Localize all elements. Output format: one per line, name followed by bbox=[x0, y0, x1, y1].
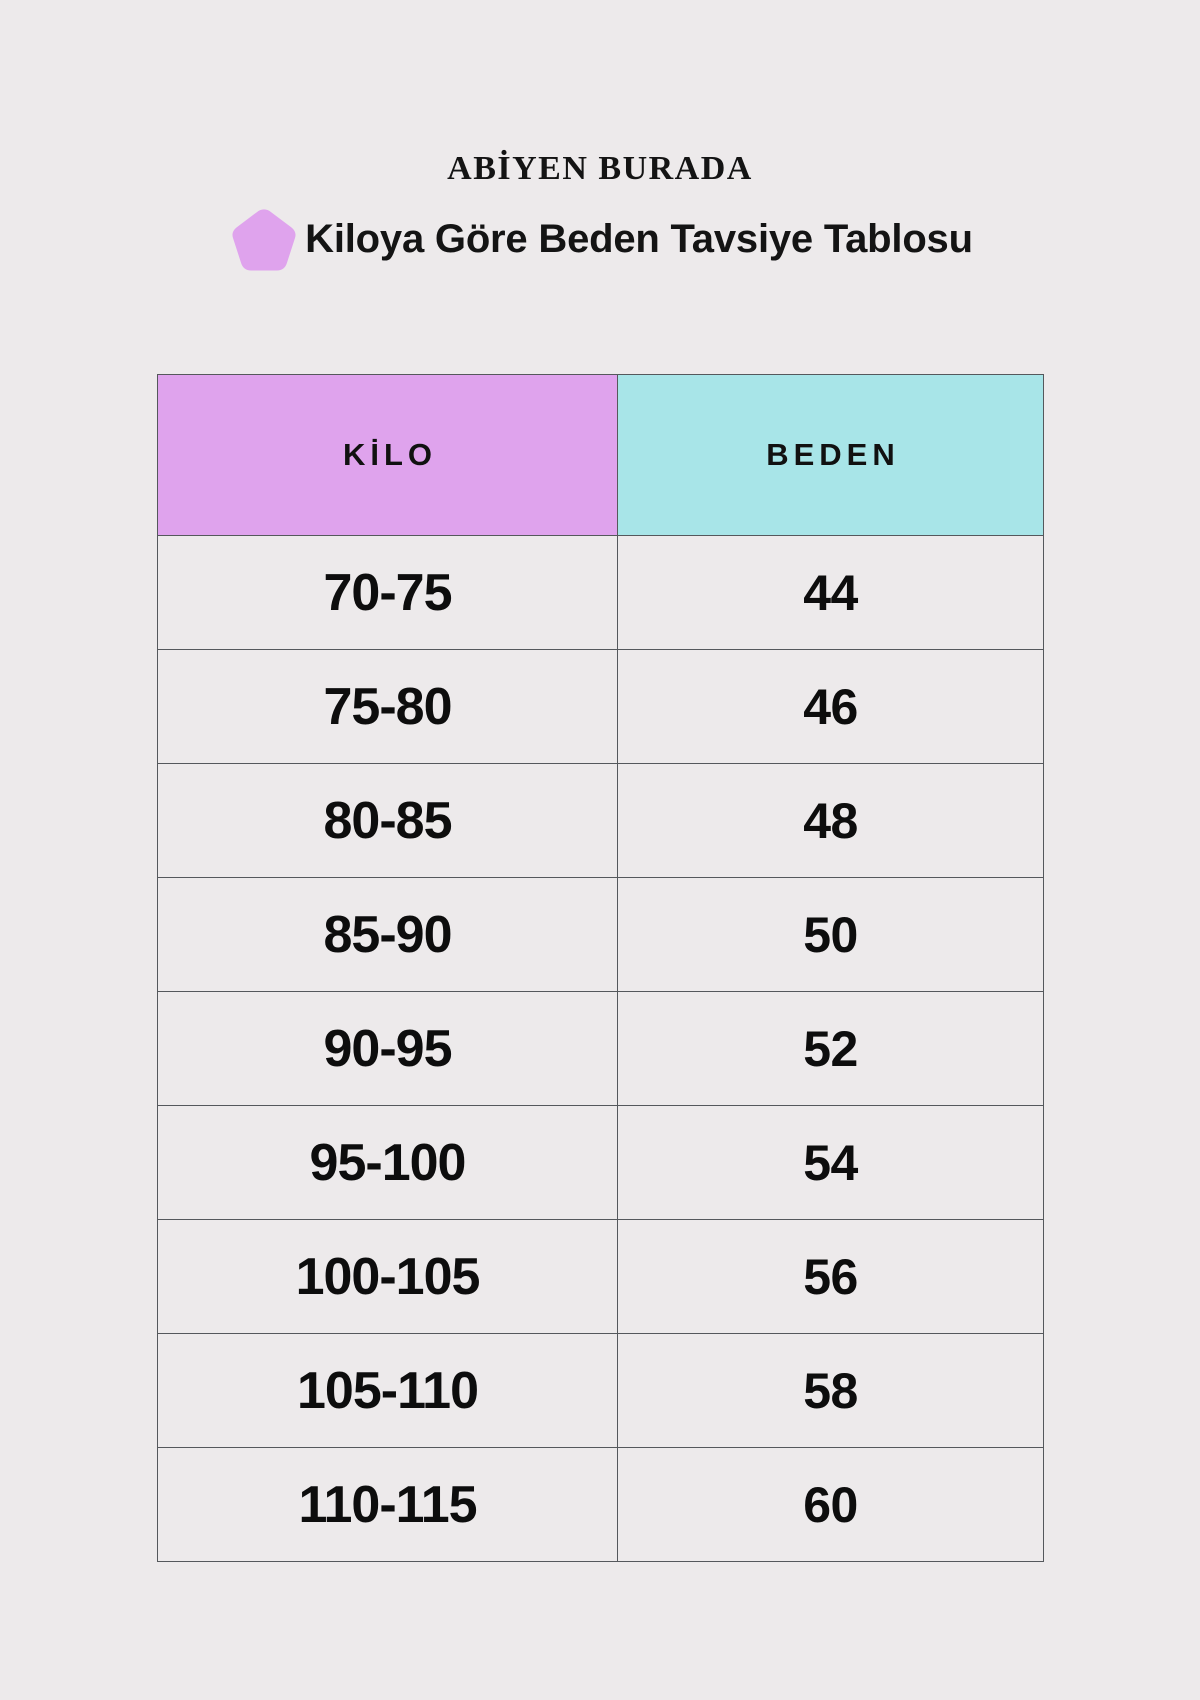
cell-kilo: 90-95 bbox=[157, 991, 618, 1106]
page-title: Kiloya Göre Beden Tavsiye Tablosu bbox=[305, 217, 973, 262]
cell-kilo: 95-100 bbox=[157, 1105, 618, 1220]
subtitle-row: Kiloya Göre Beden Tavsiye Tablosu bbox=[0, 203, 1200, 275]
size-recommendation-table: KİLO BEDEN 70-75 44 75-80 46 80-85 48 85… bbox=[157, 374, 1044, 1562]
table-header-row: KİLO BEDEN bbox=[157, 374, 1044, 536]
cell-kilo: 100-105 bbox=[157, 1219, 618, 1334]
pentagon-icon bbox=[227, 205, 301, 277]
table-row: 105-110 58 bbox=[157, 1333, 1044, 1448]
cell-kilo: 75-80 bbox=[157, 649, 618, 764]
page-header: ABİYEN BURADA Kiloya Göre Beden Tavsiye … bbox=[0, 150, 1200, 275]
column-header-beden: BEDEN bbox=[617, 374, 1044, 536]
table-row: 80-85 48 bbox=[157, 763, 1044, 878]
brand-title: ABİYEN BURADA bbox=[447, 150, 753, 187]
cell-kilo: 70-75 bbox=[157, 535, 618, 650]
cell-beden: 54 bbox=[617, 1105, 1044, 1220]
table-body: 70-75 44 75-80 46 80-85 48 85-90 50 90-9… bbox=[157, 535, 1044, 1562]
table-row: 110-115 60 bbox=[157, 1447, 1044, 1562]
table-row: 90-95 52 bbox=[157, 991, 1044, 1106]
table-row: 75-80 46 bbox=[157, 649, 1044, 764]
table-row: 100-105 56 bbox=[157, 1219, 1044, 1334]
table-row: 95-100 54 bbox=[157, 1105, 1044, 1220]
column-header-kilo: KİLO bbox=[157, 374, 618, 536]
cell-kilo: 110-115 bbox=[157, 1447, 618, 1562]
cell-kilo: 105-110 bbox=[157, 1333, 618, 1448]
cell-beden: 50 bbox=[617, 877, 1044, 992]
cell-beden: 60 bbox=[617, 1447, 1044, 1562]
cell-kilo: 80-85 bbox=[157, 763, 618, 878]
cell-beden: 52 bbox=[617, 991, 1044, 1106]
table-row: 85-90 50 bbox=[157, 877, 1044, 992]
cell-beden: 44 bbox=[617, 535, 1044, 650]
cell-beden: 46 bbox=[617, 649, 1044, 764]
cell-beden: 56 bbox=[617, 1219, 1044, 1334]
cell-beden: 58 bbox=[617, 1333, 1044, 1448]
cell-kilo: 85-90 bbox=[157, 877, 618, 992]
cell-beden: 48 bbox=[617, 763, 1044, 878]
table-row: 70-75 44 bbox=[157, 535, 1044, 650]
table-header: KİLO BEDEN bbox=[157, 374, 1044, 536]
